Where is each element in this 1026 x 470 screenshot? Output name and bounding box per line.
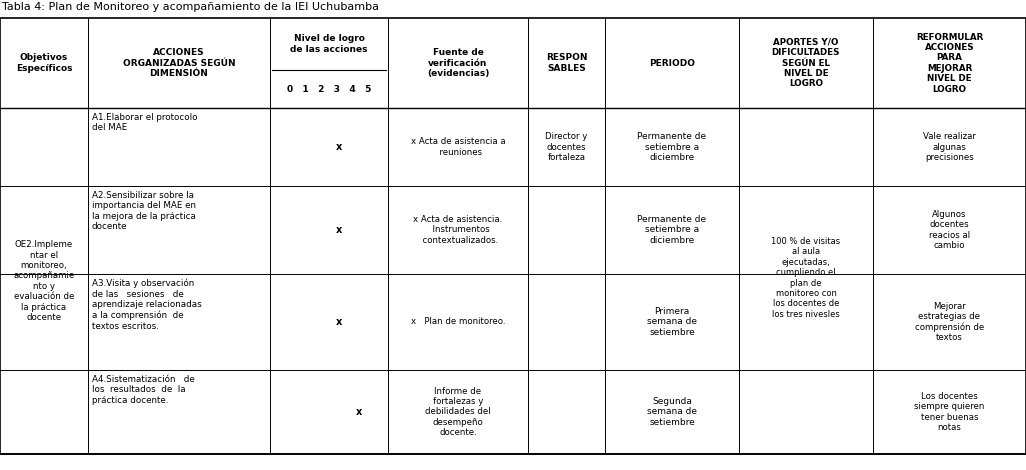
Text: x Acta de asistencia.
  Instrumentos
  contextualizados.: x Acta de asistencia. Instrumentos conte…	[413, 215, 503, 245]
Text: Fuente de
verificación
(evidencias): Fuente de verificación (evidencias)	[427, 48, 489, 78]
Text: x: x	[355, 407, 361, 417]
Text: A3.Visita y observación
de las   sesiones   de
aprendizaje relacionadas
a la com: A3.Visita y observación de las sesiones …	[92, 279, 202, 331]
Text: APORTES Y/O
DIFICULTADES
SEGÚN EL
NIVEL DE
LOGRO: APORTES Y/O DIFICULTADES SEGÚN EL NIVEL …	[772, 38, 840, 88]
Text: x: x	[336, 142, 342, 152]
Text: Segunda
semana de
setiembre: Segunda semana de setiembre	[647, 397, 697, 427]
Text: ACCIONES
ORGANIZADAS SEGÚN
DIMENSIÓN: ACCIONES ORGANIZADAS SEGÚN DIMENSIÓN	[123, 48, 235, 78]
Text: Director y
docentes
fortaleza: Director y docentes fortaleza	[545, 132, 588, 162]
Text: 100 % de visitas
al aula
ejecutadas,
cumpliendo el
plan de
monitoreo con
los doc: 100 % de visitas al aula ejecutadas, cum…	[772, 237, 840, 319]
Text: x Acta de asistencia a
  reuniones: x Acta de asistencia a reuniones	[410, 137, 506, 157]
Text: x   Plan de monitoreo.: x Plan de monitoreo.	[410, 318, 505, 327]
Text: Vale realizar
algunas
precisiones: Vale realizar algunas precisiones	[923, 132, 976, 162]
Text: Los docentes
siempre quieren
tener buenas
notas: Los docentes siempre quieren tener buena…	[914, 392, 985, 432]
Text: A4.Sistematización   de
los  resultados  de  la
práctica docente.: A4.Sistematización de los resultados de …	[92, 375, 195, 405]
Text: OE2.Impleme
ntar el
monitoreo,
acompañamie
nto y
evaluación de
la práctica
docen: OE2.Impleme ntar el monitoreo, acompañam…	[13, 240, 75, 322]
Text: Objetivos
Específicos: Objetivos Específicos	[15, 53, 72, 73]
Text: Mejorar
estrategias de
comprensión de
textos: Mejorar estrategias de comprensión de te…	[915, 302, 984, 343]
Text: Primera
semana de
setiembre: Primera semana de setiembre	[647, 307, 697, 337]
Text: A2.Sensibilizar sobre la
importancia del MAE en
la mejora de la práctica
docente: A2.Sensibilizar sobre la importancia del…	[92, 191, 196, 231]
Text: x: x	[336, 317, 342, 327]
Text: Nivel de logro
de las acciones: Nivel de logro de las acciones	[290, 34, 367, 54]
Text: REFORMULAR
ACCIONES
PARA
MEJORAR
NIVEL DE
LOGRO: REFORMULAR ACCIONES PARA MEJORAR NIVEL D…	[916, 32, 983, 94]
Text: Permanente de
setiembre a
diciembre: Permanente de setiembre a diciembre	[637, 132, 707, 162]
Text: RESPON
SABLES: RESPON SABLES	[546, 53, 587, 73]
Text: Permanente de
setiembre a
diciembre: Permanente de setiembre a diciembre	[637, 215, 707, 245]
Text: 0   1   2   3   4   5: 0 1 2 3 4 5	[287, 85, 371, 94]
Text: A1.Elaborar el protocolo
del MAE: A1.Elaborar el protocolo del MAE	[92, 113, 197, 133]
Text: Informe de
fortalezas y
debilidades del
desempeño
docente.: Informe de fortalezas y debilidades del …	[425, 387, 490, 437]
Text: Algunos
docentes
reacios al
cambio: Algunos docentes reacios al cambio	[929, 210, 970, 250]
Text: Tabla 4: Plan de Monitoreo y acompañamiento de la IEI Uchubamba: Tabla 4: Plan de Monitoreo y acompañamie…	[2, 2, 379, 12]
Text: x: x	[336, 225, 342, 235]
Text: PERIODO: PERIODO	[649, 58, 695, 68]
